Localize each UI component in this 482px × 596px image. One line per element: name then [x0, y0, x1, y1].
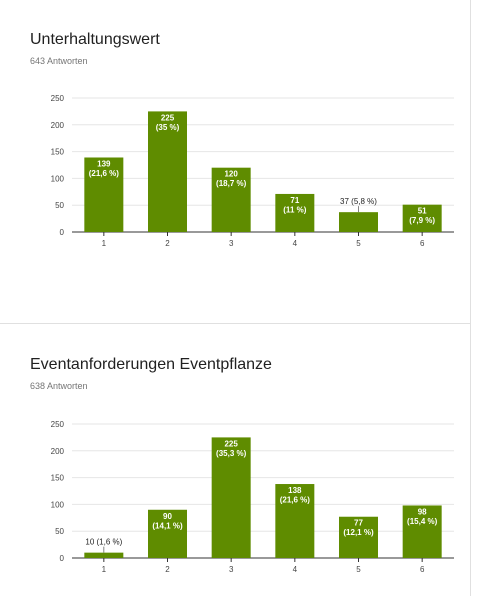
scroll-gutter [470, 0, 482, 596]
x-tick-label: 2 [165, 565, 170, 574]
question-title: Unterhaltungswert [30, 31, 160, 48]
y-tick-label: 100 [51, 174, 65, 183]
data-label: (11 %) [283, 205, 306, 214]
data-label: (15,4 %) [407, 517, 438, 526]
x-tick-label: 6 [420, 239, 425, 248]
x-tick-label: 6 [420, 565, 425, 574]
bar-chart: 0 50 100 150 200 250 1 139(21,6 %) 2 225(35 %) 3 12… [51, 94, 454, 248]
data-label: 90 [163, 512, 172, 521]
data-label: 225 [224, 439, 238, 448]
bar [275, 484, 315, 558]
card-divider [0, 323, 471, 324]
y-tick-label: 150 [51, 148, 65, 157]
data-label: 138 [288, 486, 302, 495]
y-tick-label: 200 [51, 447, 65, 456]
question-title: Eventanforderungen Eventpflanze [30, 356, 272, 373]
question-card-eventanforderungen: Eventanforderungen Eventpflanze 638 Antw… [0, 324, 471, 596]
data-label: 71 [290, 196, 299, 205]
data-label: (21,6 %) [89, 169, 120, 178]
y-tick-label: 250 [51, 94, 65, 103]
bar [339, 516, 378, 558]
data-label: (14,1 %) [152, 521, 183, 530]
y-tick-label: 150 [51, 474, 65, 483]
response-count: 638 Antworten [30, 381, 88, 391]
bar [402, 505, 442, 558]
bar [402, 204, 442, 232]
data-label: (18,7 %) [216, 179, 247, 188]
data-label: (35,3 %) [216, 449, 247, 458]
response-count: 643 Antworten [30, 56, 88, 66]
y-tick-label: 250 [51, 420, 65, 429]
bar [211, 167, 251, 232]
bar [84, 552, 124, 558]
y-tick-label: 200 [51, 121, 65, 130]
data-label: 51 [418, 207, 427, 216]
x-tick-label: 3 [229, 565, 234, 574]
data-label: (35 %) [156, 123, 180, 132]
data-label: 139 [97, 159, 111, 168]
data-label: (7,9 %) [409, 216, 435, 225]
x-tick-label: 1 [102, 565, 107, 574]
y-tick-label: 50 [55, 527, 64, 536]
data-label: (12,1 %) [343, 528, 374, 537]
y-tick-label: 50 [55, 201, 64, 210]
bar [148, 111, 187, 232]
bar [148, 509, 187, 558]
y-tick-label: 0 [60, 554, 65, 563]
bar-chart: 0 50 100 150 200 250 1 10 (1,6 %) 2 90(14,1 %) 3 22… [51, 420, 454, 574]
data-label: 77 [354, 519, 363, 528]
y-tick-label: 0 [60, 228, 65, 237]
x-tick-label: 1 [102, 239, 107, 248]
x-tick-label: 4 [293, 239, 298, 248]
x-tick-label: 2 [165, 239, 170, 248]
data-label: 98 [418, 507, 427, 516]
data-label: 120 [224, 170, 238, 179]
x-tick-label: 3 [229, 239, 234, 248]
bar [275, 193, 315, 232]
data-label: 225 [161, 113, 175, 122]
bar [84, 157, 124, 232]
question-card-unterhaltungswert: Unterhaltungswert 643 Antworten 0 50 100 15… [30, 31, 454, 248]
data-label: 37 (5,8 %) [340, 197, 377, 206]
x-tick-label: 4 [293, 565, 298, 574]
data-label: 10 (1,6 %) [85, 538, 122, 547]
x-tick-label: 5 [356, 239, 361, 248]
y-tick-label: 100 [51, 500, 65, 509]
x-tick-label: 5 [356, 565, 361, 574]
data-label: (21,6 %) [280, 496, 311, 505]
bar [339, 212, 378, 232]
bar [211, 437, 251, 558]
